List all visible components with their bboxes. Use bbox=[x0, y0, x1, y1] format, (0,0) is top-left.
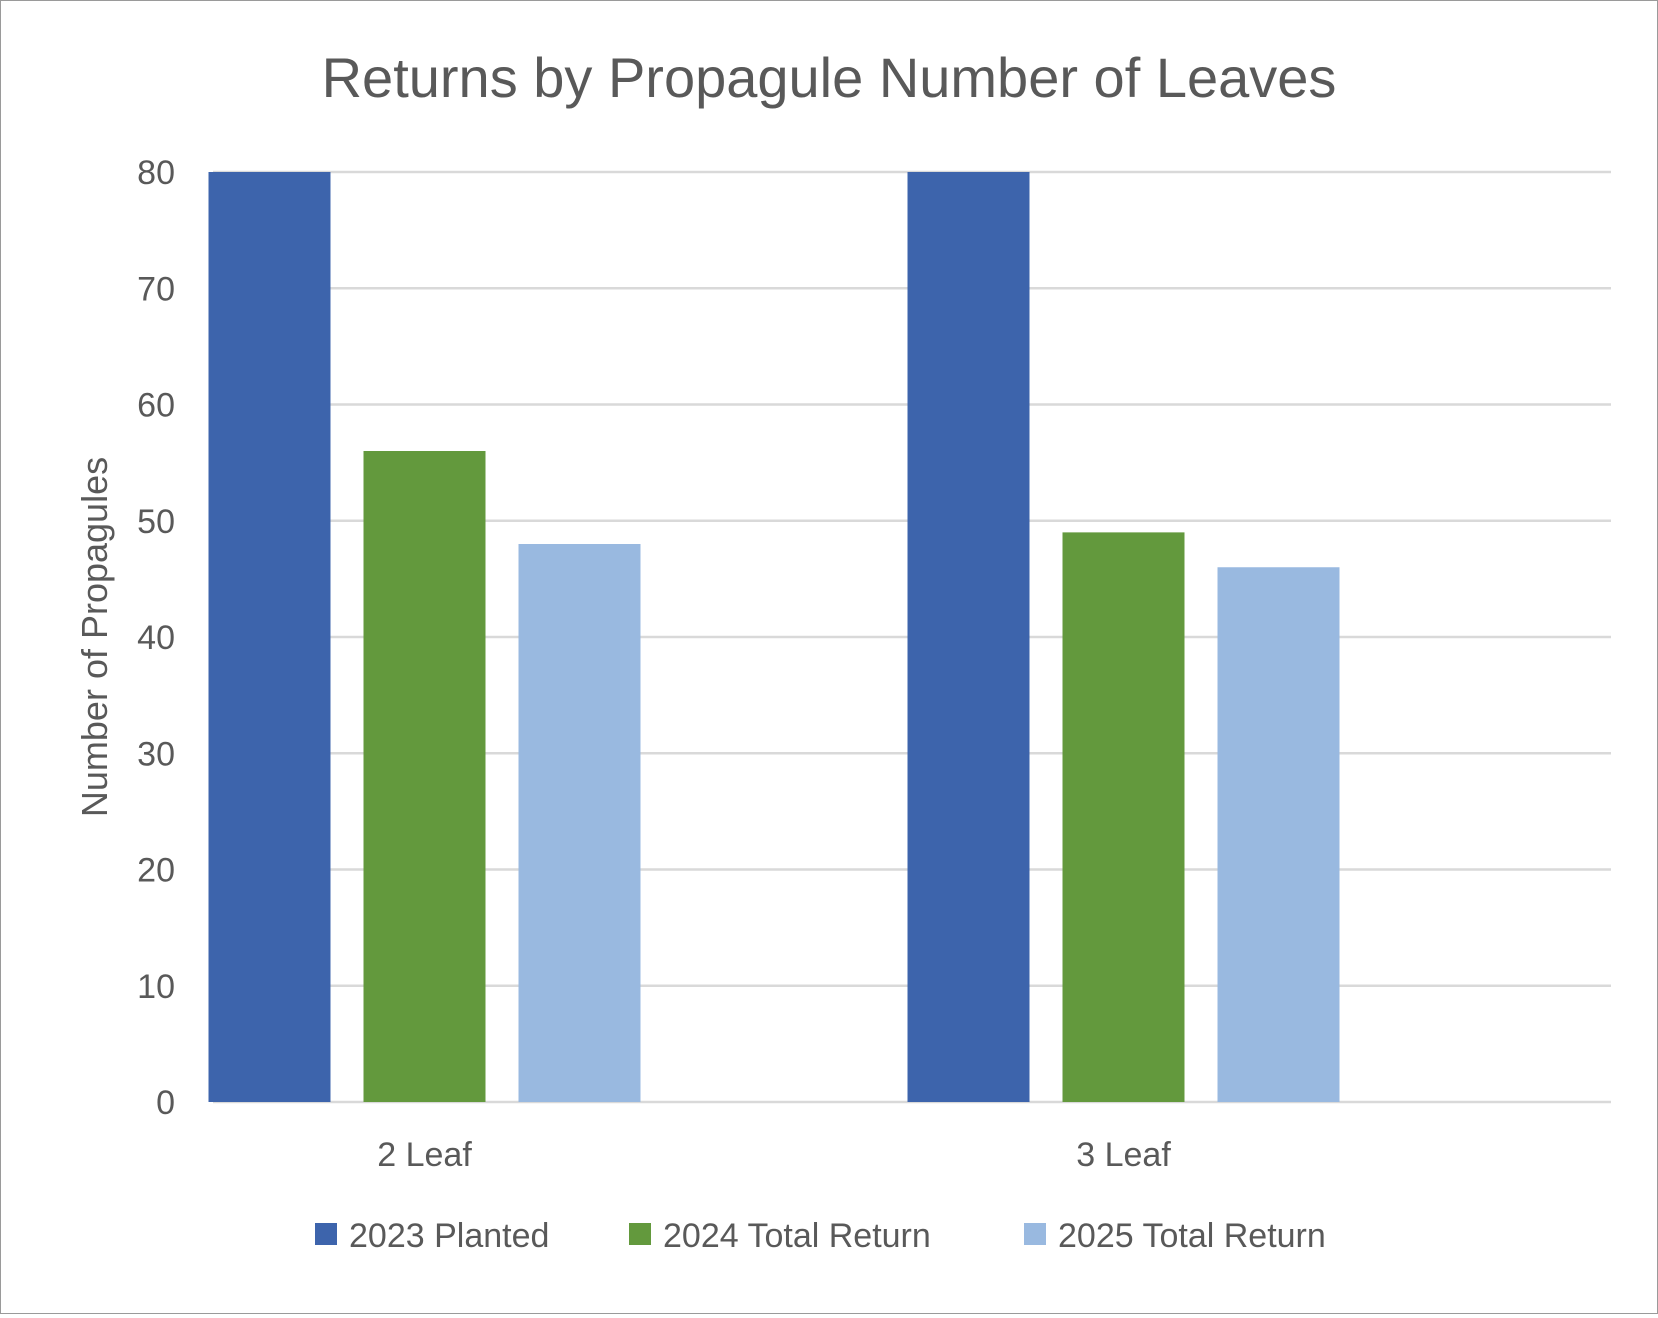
bar-2023-planted bbox=[907, 172, 1030, 1102]
y-tick-label: 0 bbox=[156, 1084, 175, 1122]
x-tick-label: 3 Leaf bbox=[1076, 1136, 1171, 1174]
y-tick-label: 20 bbox=[137, 852, 175, 890]
legend: 2023 Planted 2024 Total Return 2025 Total … bbox=[315, 1217, 1326, 1255]
bar-2024-total-return bbox=[1062, 532, 1185, 1102]
legend-swatch bbox=[629, 1223, 651, 1245]
y-tick-label: 40 bbox=[137, 619, 175, 657]
legend-swatch bbox=[1024, 1223, 1046, 1245]
legend-label: 2023 Planted bbox=[349, 1217, 549, 1255]
chart-title: Returns by Propagule Number of Leaves bbox=[322, 46, 1337, 109]
bar-2025-total-return bbox=[518, 544, 641, 1102]
y-tick-label: 10 bbox=[137, 968, 175, 1006]
y-tick-label: 70 bbox=[137, 270, 175, 308]
bars bbox=[208, 172, 1340, 1102]
y-tick-label: 60 bbox=[137, 387, 175, 425]
legend-label: 2024 Total Return bbox=[663, 1217, 931, 1255]
legend-label: 2025 Total Return bbox=[1058, 1217, 1326, 1255]
bar-2023-planted bbox=[208, 172, 331, 1102]
x-axis-ticks: 2 Leaf 3 Leaf bbox=[377, 1136, 1171, 1174]
y-tick-label: 80 bbox=[137, 154, 175, 192]
y-axis-label: Number of Propagules bbox=[74, 457, 115, 817]
bar-2024-total-return bbox=[363, 451, 486, 1102]
x-tick-label: 2 Leaf bbox=[377, 1136, 472, 1174]
y-axis-ticks: 0 10 20 30 40 50 60 70 80 bbox=[137, 154, 175, 1122]
legend-swatch bbox=[315, 1223, 337, 1245]
y-tick-label: 30 bbox=[137, 735, 175, 773]
bar-2025-total-return bbox=[1217, 567, 1340, 1102]
y-tick-label: 50 bbox=[137, 503, 175, 541]
